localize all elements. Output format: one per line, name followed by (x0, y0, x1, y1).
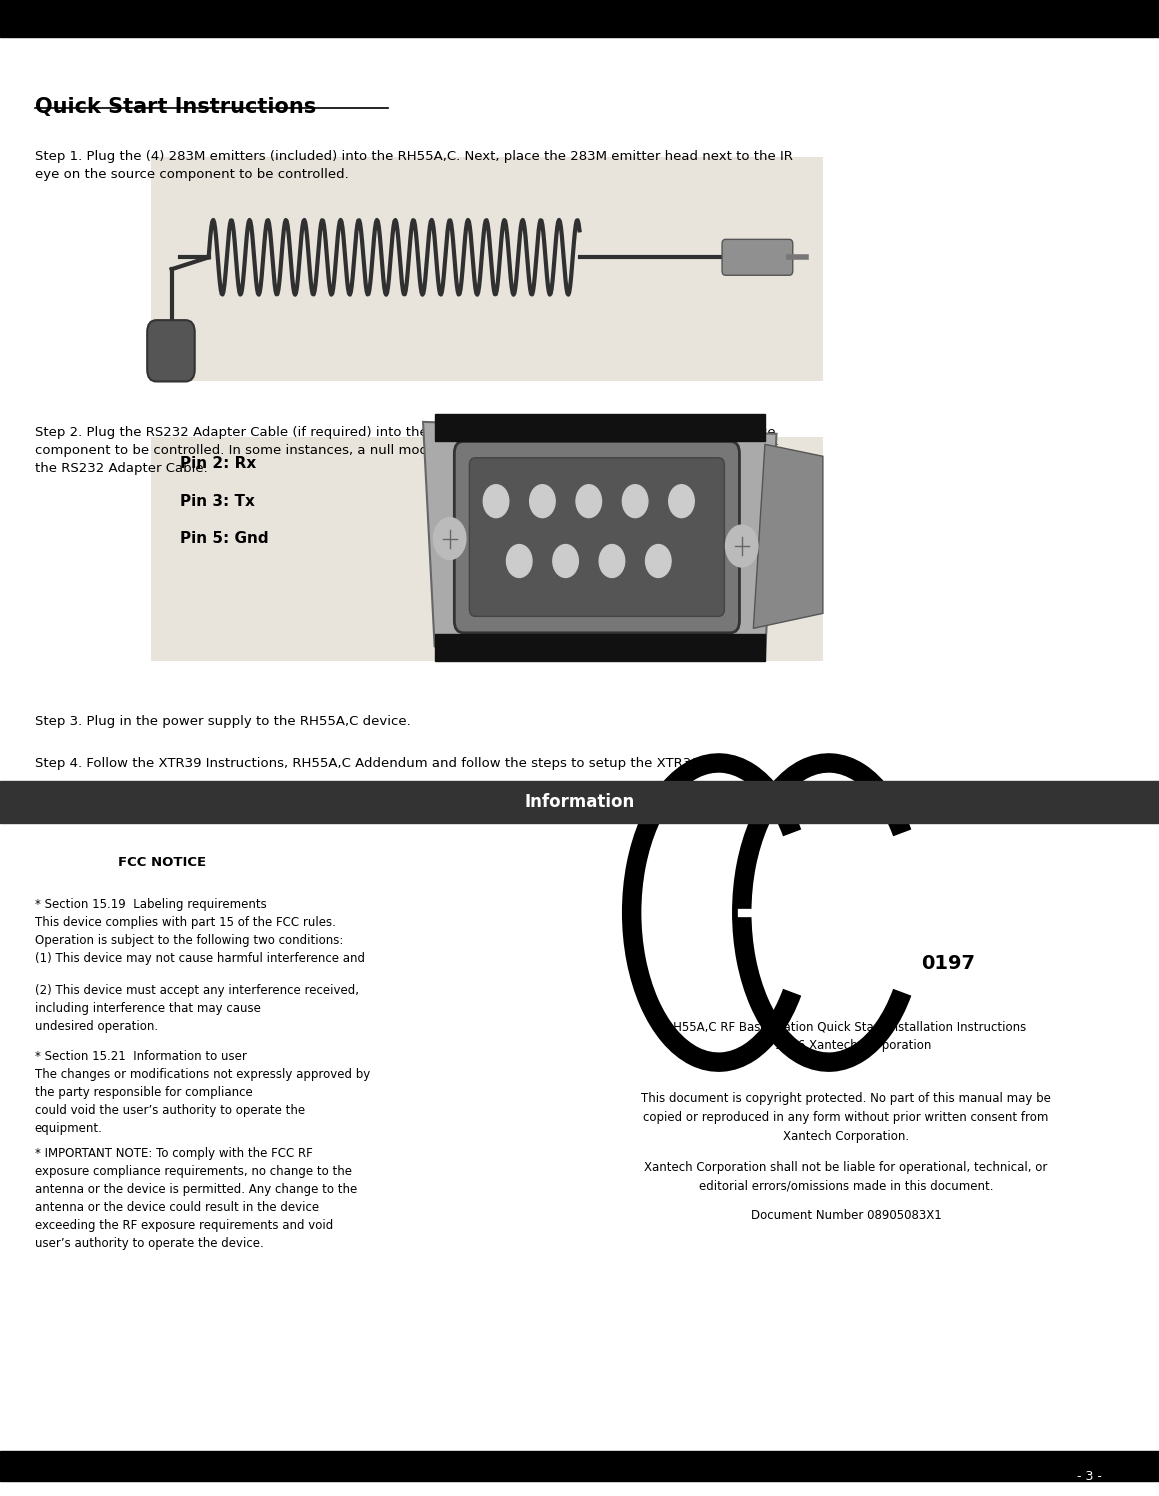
FancyBboxPatch shape (469, 458, 724, 616)
Text: Step 3. Plug in the power supply to the RH55A,C device.: Step 3. Plug in the power supply to the … (35, 715, 410, 729)
Text: RH55A,C RF Base Station Quick Start Installation Instructions
© 2006 Xantech Cor: RH55A,C RF Base Station Quick Start Inst… (665, 1020, 1027, 1052)
FancyBboxPatch shape (722, 239, 793, 275)
Circle shape (433, 518, 466, 560)
Text: Pin 5: Gnd: Pin 5: Gnd (180, 531, 268, 546)
Bar (0, 0, 1159, 37)
Text: * Section 15.21  Information to user
The changes or modifications not expressly : * Section 15.21 Information to user The … (35, 1050, 370, 1135)
Circle shape (646, 545, 671, 577)
Bar (0, 781, 1159, 823)
Text: Step 1. Plug the (4) 283M emitters (included) into the RH55A,C. Next, place the : Step 1. Plug the (4) 283M emitters (incl… (35, 150, 793, 181)
Circle shape (726, 525, 758, 567)
Text: (2) This device must accept any interference received,
including interference th: (2) This device must accept any interfer… (35, 984, 359, 1034)
Text: FCC NOTICE: FCC NOTICE (118, 856, 206, 869)
Circle shape (553, 545, 578, 577)
Polygon shape (753, 444, 823, 628)
Bar (0, 1451, 1159, 1481)
Bar (151, 437, 823, 661)
Text: Pin 2: Rx: Pin 2: Rx (180, 456, 256, 471)
Text: Document Number 08905083X1: Document Number 08905083X1 (751, 1209, 941, 1222)
Text: Pin 3: Tx: Pin 3: Tx (180, 494, 255, 509)
Circle shape (622, 485, 648, 518)
Circle shape (576, 485, 602, 518)
Polygon shape (423, 422, 777, 658)
Text: * Section 15.19  Labeling requirements
This device complies with part 15 of the : * Section 15.19 Labeling requirements Th… (35, 898, 365, 965)
Text: Quick Start Instructions: Quick Start Instructions (35, 97, 316, 117)
Text: Step 4. Follow the XTR39 Instructions, RH55A,C Addendum and follow the steps to : Step 4. Follow the XTR39 Instructions, R… (35, 757, 704, 770)
Text: 0197: 0197 (921, 954, 976, 974)
Text: * IMPORTANT NOTE: To comply with the FCC RF
exposure compliance requirements, no: * IMPORTANT NOTE: To comply with the FCC… (35, 1147, 357, 1251)
Text: This document is copyright protected. No part of this manual may be
copied or re: This document is copyright protected. No… (641, 1092, 1051, 1143)
Text: Xantech Corporation shall not be liable for operational, technical, or
editorial: Xantech Corporation shall not be liable … (644, 1161, 1048, 1192)
Text: - 3 -: - 3 - (1077, 1471, 1102, 1483)
Circle shape (599, 545, 625, 577)
Bar (435, 414, 765, 441)
Circle shape (483, 485, 509, 518)
Circle shape (506, 545, 532, 577)
Circle shape (669, 485, 694, 518)
Bar (435, 634, 765, 661)
Text: Step 2. Plug the RS232 Adapter Cable (if required) into the RH55A,C. Next, conne: Step 2. Plug the RS232 Adapter Cable (if… (35, 426, 778, 476)
FancyBboxPatch shape (454, 441, 739, 633)
Bar (151, 157, 823, 381)
FancyBboxPatch shape (147, 320, 195, 381)
Text: Information: Information (524, 793, 635, 811)
Circle shape (530, 485, 555, 518)
